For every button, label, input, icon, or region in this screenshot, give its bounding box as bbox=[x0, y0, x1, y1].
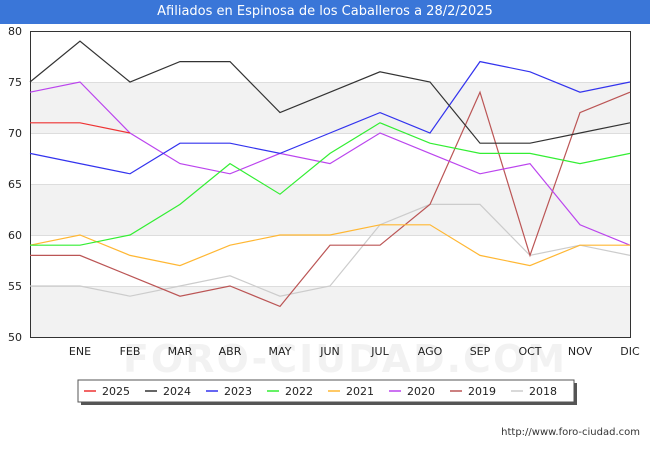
y-tick-label: 80 bbox=[8, 25, 22, 38]
y-tick-label: 65 bbox=[8, 178, 22, 191]
chart-title: Afiliados en Espinosa de los Caballeros … bbox=[0, 0, 650, 24]
background-band bbox=[30, 184, 630, 235]
legend-label-2025: 2025 bbox=[102, 385, 130, 398]
background-band bbox=[30, 286, 630, 337]
series-lines bbox=[29, 40, 631, 308]
background-bands bbox=[30, 82, 630, 337]
y-tick-label: 70 bbox=[8, 127, 22, 140]
x-axis-ticks: ENE FEB MAR ABR MAY JUN JUL AGO SEP OCT NOV DIC bbox=[69, 345, 640, 358]
y-axis-ticks: 50 55 60 65 70 75 80 bbox=[8, 25, 22, 344]
x-tick-label: DIC bbox=[620, 345, 640, 358]
y-tick-label: 60 bbox=[8, 229, 22, 242]
legend-label-2022: 2022 bbox=[285, 385, 313, 398]
legend: 2025 2024 2023 2022 2021 2020 2019 2018 bbox=[77, 379, 577, 405]
x-tick-label: MAR bbox=[168, 345, 193, 358]
x-tick-label: ENE bbox=[69, 345, 91, 358]
y-tick-label: 55 bbox=[8, 280, 22, 293]
y-tick-label: 75 bbox=[8, 76, 22, 89]
x-tick-label: JUL bbox=[370, 345, 389, 358]
x-tick-label: ABR bbox=[219, 345, 242, 358]
x-tick-label: MAY bbox=[269, 345, 292, 358]
legend-label-2020: 2020 bbox=[407, 385, 435, 398]
plot-frame bbox=[30, 31, 631, 338]
x-tick-label: OCT bbox=[518, 345, 541, 358]
series-line-2023 bbox=[29, 60, 631, 175]
x-tick-label: JUN bbox=[319, 345, 340, 358]
footer-url: http://www.foro-ciudad.com bbox=[501, 427, 640, 438]
series-line-2022 bbox=[30, 122, 631, 246]
legend-box bbox=[77, 379, 575, 403]
legend-label-2019: 2019 bbox=[468, 385, 496, 398]
series-line-2021 bbox=[29, 224, 630, 267]
y-tick-label: 50 bbox=[8, 331, 22, 344]
legend-label-2018: 2018 bbox=[529, 385, 557, 398]
series-line-2025 bbox=[30, 122, 131, 134]
legend-label-2021: 2021 bbox=[346, 385, 374, 398]
background-band bbox=[30, 82, 630, 133]
x-tick-label: FEB bbox=[120, 345, 141, 358]
series-line-2024 bbox=[29, 40, 631, 144]
x-tick-label: NOV bbox=[568, 345, 593, 358]
watermark: FORO-CIUDAD.COM bbox=[123, 337, 567, 381]
x-tick-label: SEP bbox=[470, 345, 491, 358]
series-line-2019 bbox=[30, 90, 631, 308]
x-tick-label: AGO bbox=[418, 345, 443, 358]
legend-label-2023: 2023 bbox=[224, 385, 252, 398]
legend-label-2024: 2024 bbox=[163, 385, 191, 398]
